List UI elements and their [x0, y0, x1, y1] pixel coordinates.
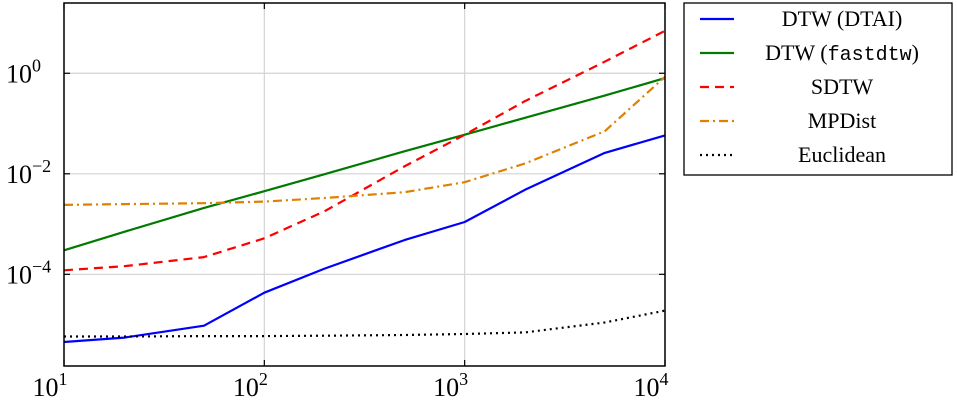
y-tick-label: 10−4: [6, 256, 51, 289]
x-tick-exponent: 1: [59, 369, 68, 389]
y-tick-exponent: −4: [32, 256, 51, 276]
x-tick-label: 103: [433, 369, 468, 402]
series-lines: [63, 29, 666, 344]
x-tick-exponent: 3: [459, 369, 468, 389]
series-line-dtw-dtai: [63, 134, 666, 344]
legend: DTW (DTAI) DTW (fastdtw) SDTW MPDist Euclide…: [683, 2, 953, 176]
legend-label: SDTW: [811, 74, 874, 99]
legend-box: [683, 2, 953, 176]
y-tick-base: 10: [6, 260, 32, 289]
grid-lines: [63, 3, 666, 366]
x-tick-exponent: 2: [259, 369, 268, 389]
legend-label-part: DTW (DTAI): [782, 6, 903, 31]
legend-label: Euclidean: [798, 142, 886, 167]
legend-label-part: Euclidean: [798, 142, 886, 167]
series-line-mpdist: [63, 75, 666, 206]
y-tick-base: 10: [6, 59, 32, 88]
legend-label-part: SDTW: [811, 74, 874, 99]
series-line-sdtw: [63, 29, 666, 272]
y-tick-base: 10: [6, 160, 32, 189]
legend-label: DTW (DTAI): [782, 6, 903, 31]
tick-marks: [63, 3, 666, 366]
legend-label-part: MPDist: [808, 108, 876, 133]
legend-label: MPDist: [808, 108, 876, 133]
y-tick-exponent: −2: [32, 156, 51, 176]
series-line-dtw-fastdtw: [63, 77, 666, 252]
legend-label-part: DTW (: [765, 40, 828, 65]
x-tick-label: 102: [233, 369, 268, 402]
x-tick-base: 10: [433, 373, 459, 402]
x-tick-base: 10: [634, 373, 660, 402]
legend-label-part: fastdtw: [828, 44, 912, 67]
x-tick-label: 104: [634, 369, 669, 402]
x-tick-exponent: 4: [660, 369, 669, 389]
legend-label: DTW (fastdtw): [765, 40, 919, 67]
y-tick-exponent: 0: [32, 55, 41, 75]
y-tick-label: 10−2: [6, 156, 51, 189]
x-tick-label: 101: [33, 369, 68, 402]
y-tick-label: 100: [6, 55, 41, 88]
x-tick-base: 10: [33, 373, 59, 402]
series-line-euclidean: [64, 309, 666, 338]
x-tick-labels: 101 102 103 104: [33, 369, 669, 402]
legend-label-part: ): [912, 40, 919, 65]
plot-frame: [63, 2, 666, 367]
x-tick-base: 10: [233, 373, 259, 402]
